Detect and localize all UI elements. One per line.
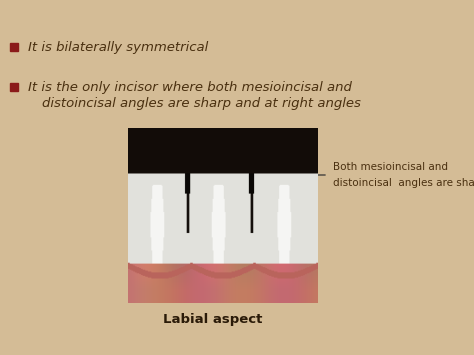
Text: It is the only incisor where both mesioincisal and: It is the only incisor where both mesioi… — [28, 82, 352, 94]
Text: distoincisal  angles are sharp: distoincisal angles are sharp — [333, 178, 474, 188]
Text: distoincisal angles are sharp and at right angles: distoincisal angles are sharp and at rig… — [42, 98, 361, 110]
Bar — [10, 43, 18, 51]
Text: Both mesioincisal and: Both mesioincisal and — [333, 162, 448, 172]
Text: It is bilaterally symmetrical: It is bilaterally symmetrical — [28, 42, 208, 55]
Text: Labial aspect: Labial aspect — [164, 312, 263, 326]
Bar — [10, 83, 18, 91]
